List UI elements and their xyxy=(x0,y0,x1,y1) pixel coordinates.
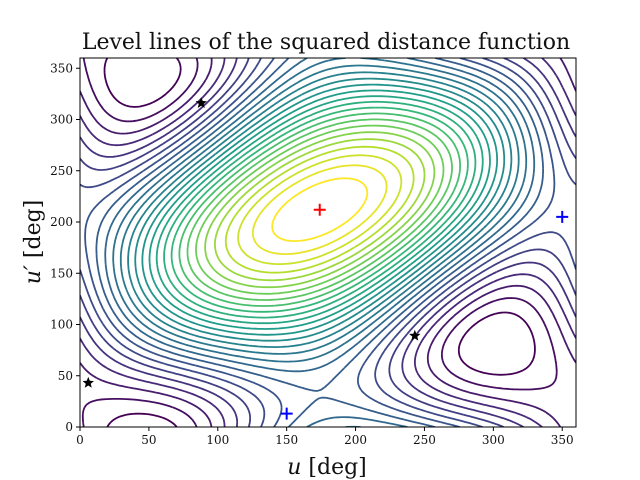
y-tick-label: 300 xyxy=(50,113,73,127)
contour-level xyxy=(80,58,576,427)
x-tick-label: 0 xyxy=(76,433,84,447)
y-axis: 0 50 100 150 200 250 300 350 xyxy=(50,61,80,434)
y-tick-label: 150 xyxy=(50,266,73,280)
star-marker xyxy=(82,376,94,388)
contour-level xyxy=(80,58,576,427)
contour-level xyxy=(127,71,513,348)
contour-level xyxy=(178,112,461,307)
x-tick-label: 350 xyxy=(551,433,574,447)
y-tick-label: 0 xyxy=(65,420,73,434)
x-tick-label: 100 xyxy=(206,433,229,447)
y-tick-label: 200 xyxy=(50,215,73,229)
x-tick-label: 50 xyxy=(141,433,156,447)
x-tick-label: 250 xyxy=(413,433,436,447)
x-axis-label-unit: [deg] xyxy=(301,455,366,480)
contour-lines xyxy=(80,58,576,427)
x-axis-label-var: u xyxy=(287,455,301,480)
contour-level xyxy=(214,138,426,282)
contour-level xyxy=(80,58,576,427)
x-axis-label: u [deg] xyxy=(287,455,367,480)
contour-level xyxy=(163,100,477,319)
contour-level xyxy=(80,58,576,427)
contour-level xyxy=(141,83,498,336)
x-tick-label: 200 xyxy=(344,433,367,447)
y-tick-label: 100 xyxy=(50,318,73,332)
y-tick-label: 350 xyxy=(50,61,73,75)
contour-level xyxy=(170,106,469,313)
contour-level xyxy=(103,58,536,427)
y-tick-label: 50 xyxy=(58,369,73,383)
x-axis: 0 50 100 150 200 250 300 350 xyxy=(76,427,574,447)
y-tick-label: 250 xyxy=(50,164,73,178)
contour-level xyxy=(251,164,388,255)
contour-level xyxy=(81,58,558,427)
x-tick-label: 150 xyxy=(275,433,298,447)
y-axis-label: u′ [deg] xyxy=(21,200,46,285)
red-plus-marker xyxy=(313,203,326,216)
y-axis-label-unit: [deg] xyxy=(21,200,46,265)
contour-level xyxy=(237,154,403,265)
contour-level xyxy=(80,58,576,427)
contour-level xyxy=(186,118,453,301)
contour-level xyxy=(271,177,369,242)
contour-level xyxy=(134,77,506,342)
contour-level xyxy=(224,145,415,274)
contour-level xyxy=(195,124,445,295)
chart-title: Level lines of the squared distance func… xyxy=(82,30,570,55)
markers xyxy=(82,97,569,420)
contour-level xyxy=(119,64,520,355)
contour-level xyxy=(204,131,436,289)
y-axis-label-var: u′ xyxy=(21,265,46,284)
plot-frame xyxy=(79,57,577,428)
x-tick-label: 300 xyxy=(482,433,505,447)
star-marker xyxy=(409,329,421,341)
star-marker xyxy=(195,97,207,108)
blue-plus-marker xyxy=(556,210,569,223)
contour-level xyxy=(95,58,544,427)
contour-level xyxy=(155,95,484,325)
contour-level xyxy=(148,89,491,330)
contour-level xyxy=(84,58,556,427)
blue-plus-marker xyxy=(280,407,293,420)
